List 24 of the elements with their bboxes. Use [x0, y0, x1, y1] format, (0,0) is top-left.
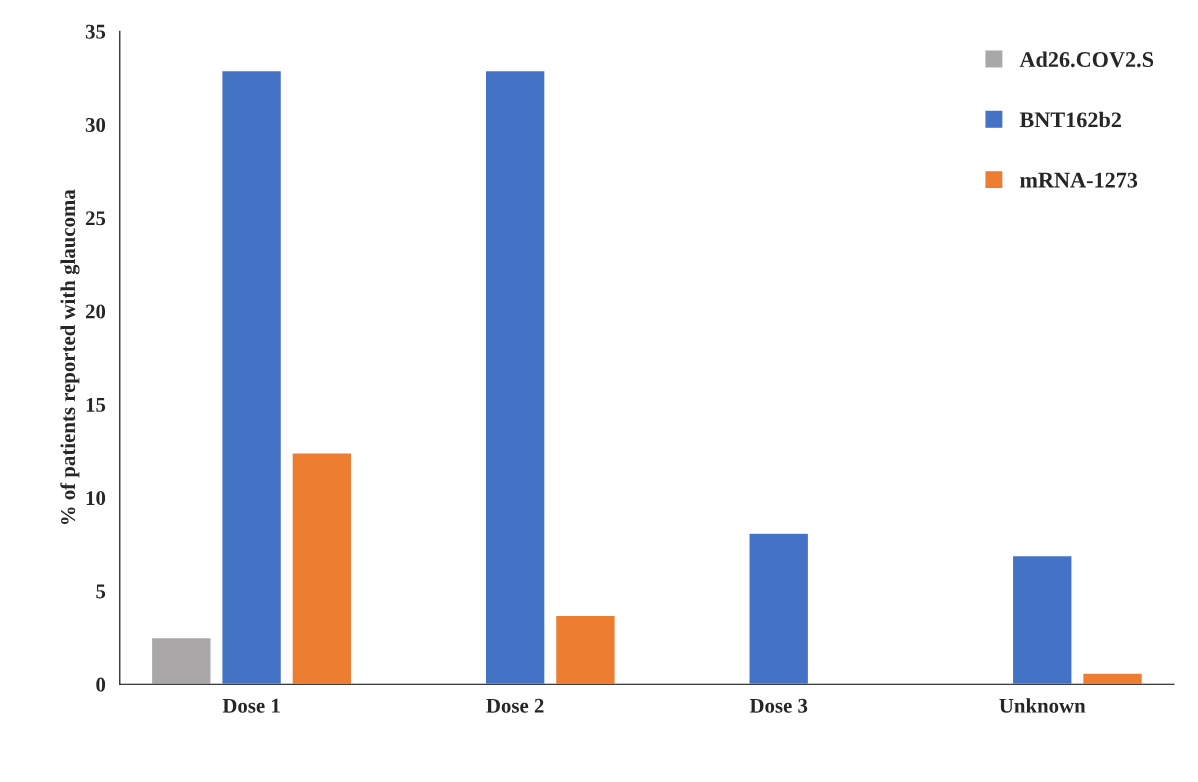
legend-label: Ad26.COV2.S [1019, 51, 1154, 68]
x-tick-label: Dose 2 [486, 698, 544, 713]
x-tick-label: Dose 1 [222, 698, 280, 713]
y-tick-label: 30 [85, 117, 106, 132]
legend-label: mRNA-1273 [1020, 172, 1138, 188]
x-tick-label: Unknown [999, 698, 1086, 713]
bar [221, 69, 283, 685]
bar [748, 532, 810, 685]
y-tick-label: 35 [85, 24, 106, 39]
bar [150, 636, 212, 685]
bar [554, 614, 616, 685]
y-tick-label: 15 [86, 397, 106, 412]
y-tick-label: 20 [85, 304, 106, 319]
bar [484, 69, 546, 685]
y-tick-label: 25 [85, 211, 106, 226]
legend-label: BNT162b2 [1019, 111, 1121, 128]
y-axis-title: % of patients reported with glaucoma [60, 189, 80, 525]
y-tick-label: 0 [96, 677, 106, 692]
bar [1081, 672, 1144, 685]
y-tick-label: 5 [96, 584, 106, 599]
y-tick-label: 10 [86, 491, 106, 506]
bar [291, 452, 353, 685]
bar [1011, 554, 1073, 685]
x-tick-label: Dose 3 [749, 698, 808, 713]
